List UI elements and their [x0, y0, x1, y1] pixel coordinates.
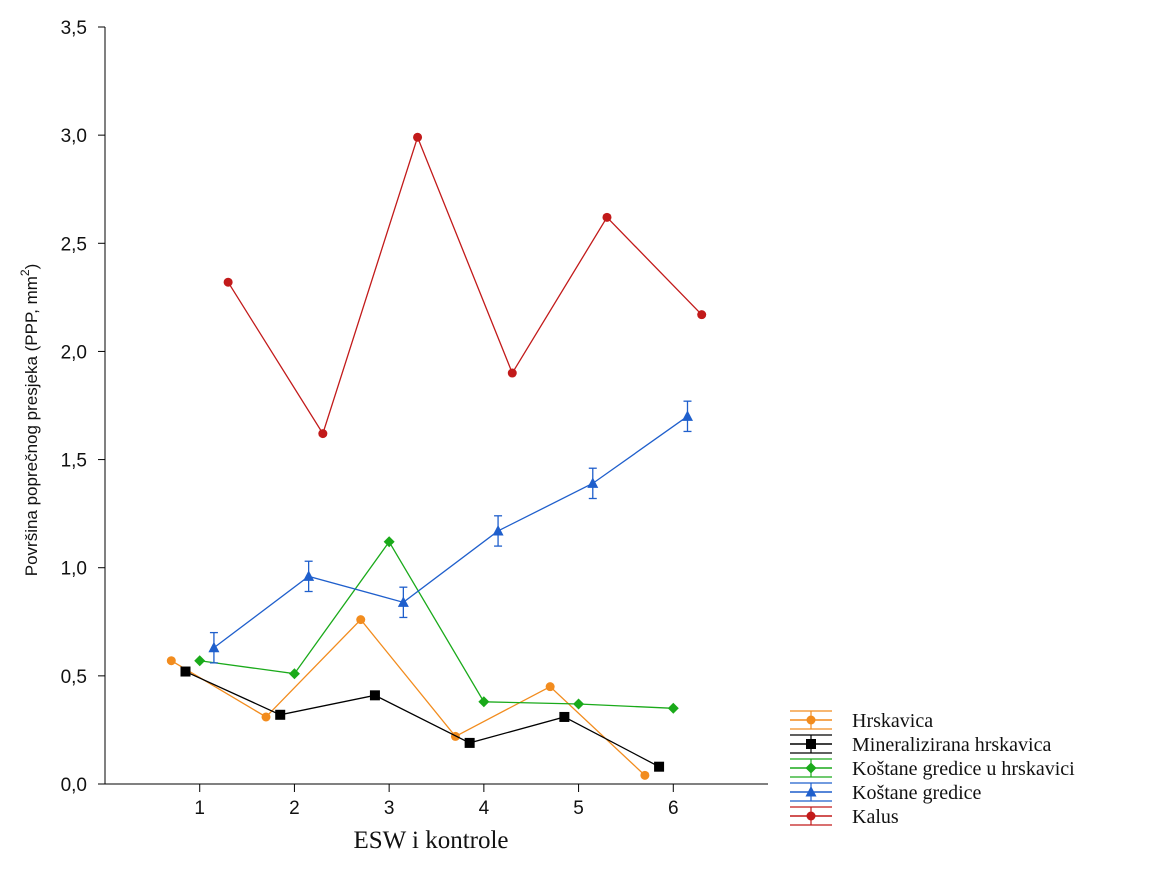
- y-tick-label: 1,0: [61, 559, 87, 580]
- data-point: [318, 429, 328, 439]
- legend-marker: [806, 739, 816, 749]
- data-point: [275, 709, 286, 720]
- legend-item: Koštane gredice u hrskavici: [790, 758, 1075, 780]
- axes: 0,0 0,5 1,0 1,5 2,0 2,5 3,0 3,5 1 2 3 4 5 6: [61, 18, 768, 819]
- legend-label: Hrskavica: [852, 710, 933, 732]
- data-point: [697, 310, 707, 320]
- data-point: [640, 770, 650, 780]
- y-tick-label: 0,0: [61, 775, 87, 796]
- legend-label: Koštane gredice u hrskavici: [852, 758, 1075, 780]
- data-point: [208, 641, 220, 653]
- series-1: [180, 666, 665, 772]
- data-point: [261, 712, 271, 722]
- data-point: [507, 368, 517, 378]
- data-point: [413, 132, 423, 142]
- legend-item: Hrskavica: [790, 710, 933, 732]
- legend-item: Koštane gredice: [790, 782, 982, 804]
- data-point: [303, 570, 315, 581]
- y-tick-label: 1,5: [61, 451, 87, 472]
- data-point: [369, 690, 380, 701]
- data-point: [223, 277, 233, 287]
- legend-marker: [805, 786, 817, 797]
- data-point: [180, 666, 191, 677]
- data-point: [397, 596, 409, 607]
- legend-label: Kalus: [852, 806, 899, 828]
- series-line: [170, 618, 646, 776]
- x-tick-label: 4: [479, 798, 490, 819]
- y-axis-label-main: Površina poprečnog presjeka (PPP, mm: [22, 276, 41, 576]
- legend-marker: [806, 811, 816, 821]
- series-line: [213, 415, 688, 649]
- x-tick-label: 1: [194, 798, 205, 819]
- data-point: [288, 668, 300, 680]
- x-tick-label: 6: [668, 798, 679, 819]
- y-tick-label: 3,0: [61, 126, 87, 147]
- series-layer: [166, 132, 707, 780]
- series-line: [227, 135, 703, 436]
- series-4: [223, 132, 707, 439]
- x-tick-label: 5: [573, 798, 584, 819]
- legend-item: Kalus: [790, 806, 899, 828]
- legend-marker: [806, 715, 816, 725]
- y-axis-label-close: ): [22, 264, 41, 270]
- data-point: [545, 682, 555, 692]
- y-tick-label: 3,5: [61, 18, 87, 39]
- y-axis-label: Površina poprečnog presjeka (PPP, mm2): [18, 264, 41, 577]
- x-axis-label: ESW i kontrole: [353, 827, 508, 854]
- data-point: [478, 696, 490, 708]
- data-point: [194, 655, 206, 667]
- series-line: [199, 540, 674, 709]
- y-tick-label: 2,5: [61, 234, 87, 255]
- legend-label: Mineralizirana hrskavica: [852, 734, 1051, 756]
- series-2: [194, 536, 679, 714]
- y-axis-label-superscript: 2: [18, 269, 32, 276]
- data-point: [356, 615, 366, 625]
- series-line: [185, 670, 660, 768]
- data-point: [667, 702, 679, 714]
- series-3: [208, 400, 693, 664]
- legend-label: Koštane gredice: [852, 782, 982, 804]
- data-point: [602, 212, 612, 222]
- data-point: [587, 477, 599, 488]
- series-0: [166, 615, 650, 780]
- data-point: [681, 410, 693, 421]
- y-tick-label: 2,0: [61, 342, 87, 363]
- legend-item: Mineralizirana hrskavica: [790, 734, 1051, 756]
- x-tick-label: 2: [289, 798, 300, 819]
- legend-marker: [805, 762, 817, 774]
- data-point: [383, 536, 395, 548]
- data-point: [654, 761, 665, 772]
- data-point: [166, 656, 176, 666]
- x-tick-label: 3: [384, 798, 395, 819]
- data-point: [573, 698, 585, 710]
- data-point: [492, 524, 504, 536]
- y-tick-label: 0,5: [61, 667, 87, 688]
- data-point: [464, 737, 475, 748]
- data-point: [559, 711, 570, 722]
